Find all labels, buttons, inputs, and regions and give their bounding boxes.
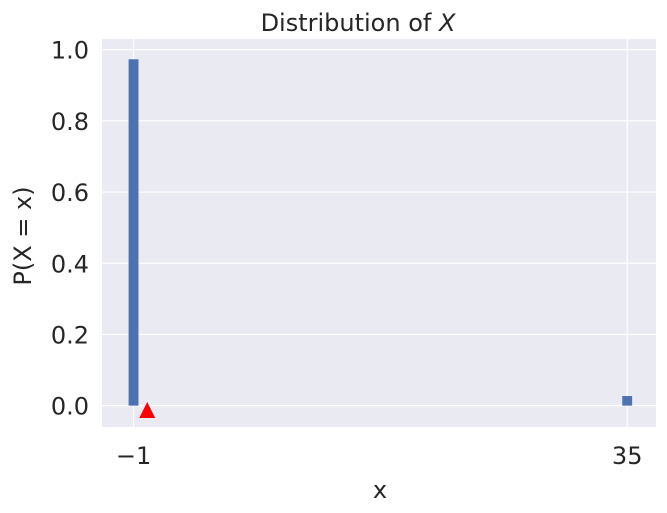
x-tick-label: 35 bbox=[612, 442, 643, 470]
markers bbox=[139, 401, 156, 418]
chart-title-text: Distribution of bbox=[261, 9, 439, 37]
plot-background bbox=[102, 39, 656, 427]
chart-title-variable: X bbox=[437, 9, 456, 37]
x-axis-label: x bbox=[373, 476, 387, 504]
y-axis-label: P(X = x) bbox=[9, 186, 37, 285]
y-tick-label: 0.0 bbox=[51, 393, 89, 421]
y-tick-label: 0.6 bbox=[51, 179, 89, 207]
x-tick-label: −1 bbox=[116, 442, 151, 470]
y-tick-label: 1.0 bbox=[51, 37, 89, 65]
bar bbox=[622, 396, 633, 406]
bars bbox=[128, 59, 633, 406]
x-tick-labels: −1 35 bbox=[116, 442, 643, 470]
bar bbox=[128, 59, 139, 406]
y-tick-labels: 0.0 0.2 0.4 0.6 0.8 1.0 bbox=[51, 37, 89, 421]
y-tick-label: 0.2 bbox=[51, 321, 89, 349]
y-tick-label: 0.8 bbox=[51, 108, 89, 136]
chart-title: Distribution of X bbox=[261, 9, 456, 37]
y-tick-label: 0.4 bbox=[51, 250, 89, 278]
mean-marker bbox=[139, 401, 156, 418]
